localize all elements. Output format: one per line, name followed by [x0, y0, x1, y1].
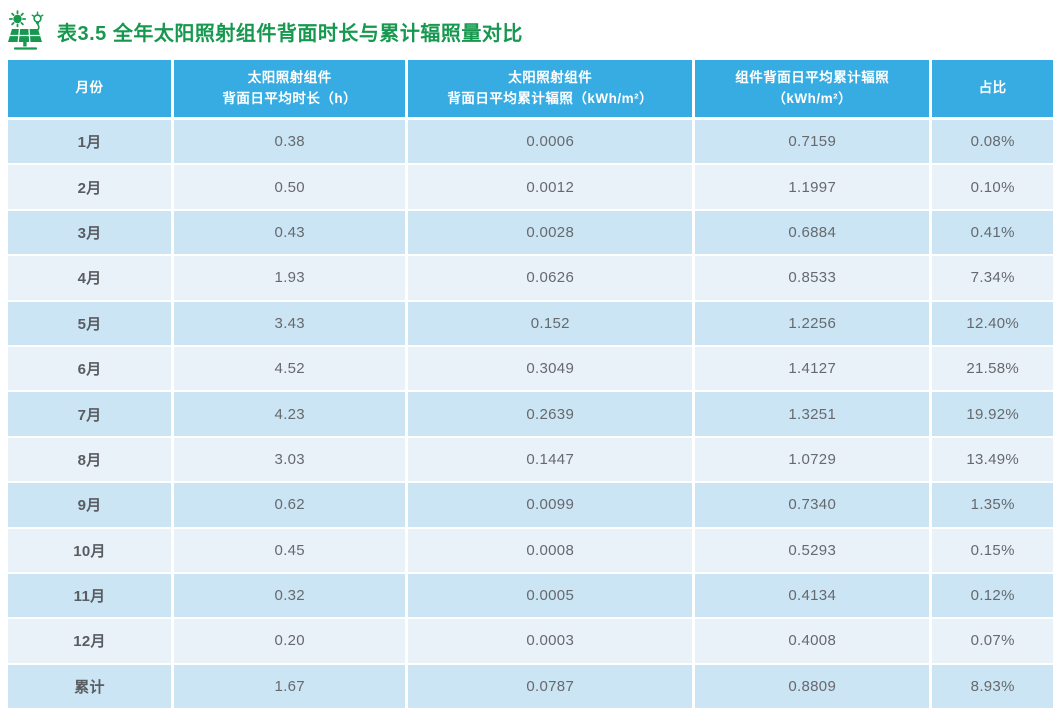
table-row-4月: 4月 1.93 0.0626 0.8533 7.34%	[8, 256, 1053, 300]
column-header-line2: （kWh/m²）	[772, 90, 853, 106]
table-row-3月: 3月 0.43 0.0028 0.6884 0.41%	[8, 210, 1053, 255]
value-cell: 1.35%	[932, 483, 1053, 527]
page-title: 表3.5 全年太阳照射组件背面时长与累计辐照量对比	[57, 22, 523, 45]
value-cell: 0.0028	[408, 210, 693, 255]
value-cell: 4.52	[174, 346, 406, 391]
table-row-6月: 6月 4.52 0.3049 1.4127 21.58%	[8, 346, 1053, 391]
value-cell: 1.67	[174, 664, 406, 709]
value-cell: 0.08%	[932, 120, 1053, 164]
value-cell: 0.7340	[695, 483, 930, 527]
table-body: 1月 0.38 0.0006 0.7159 0.08% 2月 0.50 0.0012 1.199…	[8, 120, 1053, 709]
value-cell: 0.0012	[408, 165, 693, 209]
table-row-11月: 11月 0.32 0.0005 0.4134 0.12%	[8, 573, 1053, 618]
month-cell: 12月	[8, 619, 172, 663]
column-header-1: 太阳照射组件背面日平均时长（h）	[174, 60, 406, 117]
value-cell: 0.8809	[695, 664, 930, 709]
month-cell: 11月	[8, 573, 172, 618]
column-header-line1: 组件背面日平均累计辐照	[735, 69, 890, 85]
value-cell: 8.93%	[932, 664, 1053, 709]
month-cell: 7月	[8, 392, 172, 436]
table-row-5月: 5月 3.43 0.152 1.2256 12.40%	[8, 301, 1053, 345]
value-cell: 0.4008	[695, 619, 930, 663]
value-cell: 0.7159	[695, 120, 930, 164]
value-cell: 0.0626	[408, 256, 693, 300]
value-cell: 7.34%	[932, 256, 1053, 300]
column-header-line2: 背面日平均时长（h）	[222, 90, 358, 106]
value-cell: 0.20	[174, 619, 406, 663]
month-cell: 4月	[8, 256, 172, 300]
value-cell: 3.43	[174, 301, 406, 345]
value-cell: 3.03	[174, 437, 406, 482]
value-cell: 0.1447	[408, 437, 693, 482]
table-row-7月: 7月 4.23 0.2639 1.3251 19.92%	[8, 392, 1053, 436]
value-cell: 0.43	[174, 210, 406, 255]
value-cell: 0.0006	[408, 120, 693, 164]
value-cell: 1.4127	[695, 346, 930, 391]
table-title-bar: 表3.5 全年太阳照射组件背面时长与累计辐照量对比	[0, 0, 1061, 60]
value-cell: 0.152	[408, 301, 693, 345]
table-row-12月: 12月 0.20 0.0003 0.4008 0.07%	[8, 619, 1053, 663]
value-cell: 0.8533	[695, 256, 930, 300]
value-cell: 0.4134	[695, 573, 930, 618]
table-row-8月: 8月 3.03 0.1447 1.0729 13.49%	[8, 437, 1053, 482]
table-row-累计: 累计 1.67 0.0787 0.8809 8.93%	[8, 664, 1053, 709]
column-header-line1: 太阳照射组件	[247, 69, 332, 85]
value-cell: 0.3049	[408, 346, 693, 391]
data-table: 月份 太阳照射组件 背面日平均时长（h） 太阳照射组件 背面日平均累计辐照（kWh/m²…	[8, 60, 1053, 709]
value-cell: 21.58%	[932, 346, 1053, 391]
value-cell: 1.3251	[695, 392, 930, 436]
value-cell: 0.0005	[408, 573, 693, 618]
value-cell: 0.5293	[695, 528, 930, 572]
table-row-2月: 2月 0.50 0.0012 1.1997 0.10%	[8, 165, 1053, 209]
value-cell: 13.49%	[932, 437, 1053, 482]
month-cell: 2月	[8, 165, 172, 209]
value-cell: 0.6884	[695, 210, 930, 255]
value-cell: 0.15%	[932, 528, 1053, 572]
value-cell: 0.32	[174, 573, 406, 618]
month-cell: 累计	[8, 664, 172, 709]
month-cell: 10月	[8, 528, 172, 572]
value-cell: 1.2256	[695, 301, 930, 345]
value-cell: 0.41%	[932, 210, 1053, 255]
value-cell: 0.38	[174, 120, 406, 164]
table-row-10月: 10月 0.45 0.0008 0.5293 0.15%	[8, 528, 1053, 572]
month-cell: 8月	[8, 437, 172, 482]
value-cell: 12.40%	[932, 301, 1053, 345]
value-cell: 0.50	[174, 165, 406, 209]
column-header-line1: 月份	[75, 80, 104, 96]
value-cell: 0.0003	[408, 619, 693, 663]
value-cell: 0.62	[174, 483, 406, 527]
value-cell: 1.1997	[695, 165, 930, 209]
month-cell: 9月	[8, 483, 172, 527]
value-cell: 1.93	[174, 256, 406, 300]
solar-panel-sun-bulb-icon	[6, 10, 50, 52]
value-cell: 0.0008	[408, 528, 693, 572]
value-cell: 19.92%	[932, 392, 1053, 436]
column-header-2: 太阳照射组件背面日平均累计辐照（kWh/m²）	[408, 60, 693, 117]
column-header-4: 占比	[932, 60, 1053, 117]
value-cell: 1.0729	[695, 437, 930, 482]
value-cell: 0.2639	[408, 392, 693, 436]
column-header-line2: 背面日平均累计辐照（kWh/m²）	[447, 90, 654, 106]
value-cell: 0.45	[174, 528, 406, 572]
table-header-row: 月份 太阳照射组件 背面日平均时长（h） 太阳照射组件 背面日平均累计辐照（kWh/m²…	[8, 60, 1053, 117]
value-cell: 0.10%	[932, 165, 1053, 209]
value-cell: 0.0099	[408, 483, 693, 527]
month-cell: 6月	[8, 346, 172, 391]
month-cell: 5月	[8, 301, 172, 345]
value-cell: 4.23	[174, 392, 406, 436]
value-cell: 0.07%	[932, 619, 1053, 663]
month-cell: 3月	[8, 210, 172, 255]
column-header-line1: 太阳照射组件	[508, 69, 593, 85]
column-header-line1: 占比	[978, 80, 1007, 96]
month-cell: 1月	[8, 120, 172, 164]
column-header-3: 组件背面日平均累计辐照 （kWh/m²）	[695, 60, 930, 117]
table-row-9月: 9月 0.62 0.0099 0.7340 1.35%	[8, 483, 1053, 527]
value-cell: 0.12%	[932, 573, 1053, 618]
column-header-0: 月份	[8, 60, 172, 117]
value-cell: 0.0787	[408, 664, 693, 709]
table-row-1月: 1月 0.38 0.0006 0.7159 0.08%	[8, 120, 1053, 164]
